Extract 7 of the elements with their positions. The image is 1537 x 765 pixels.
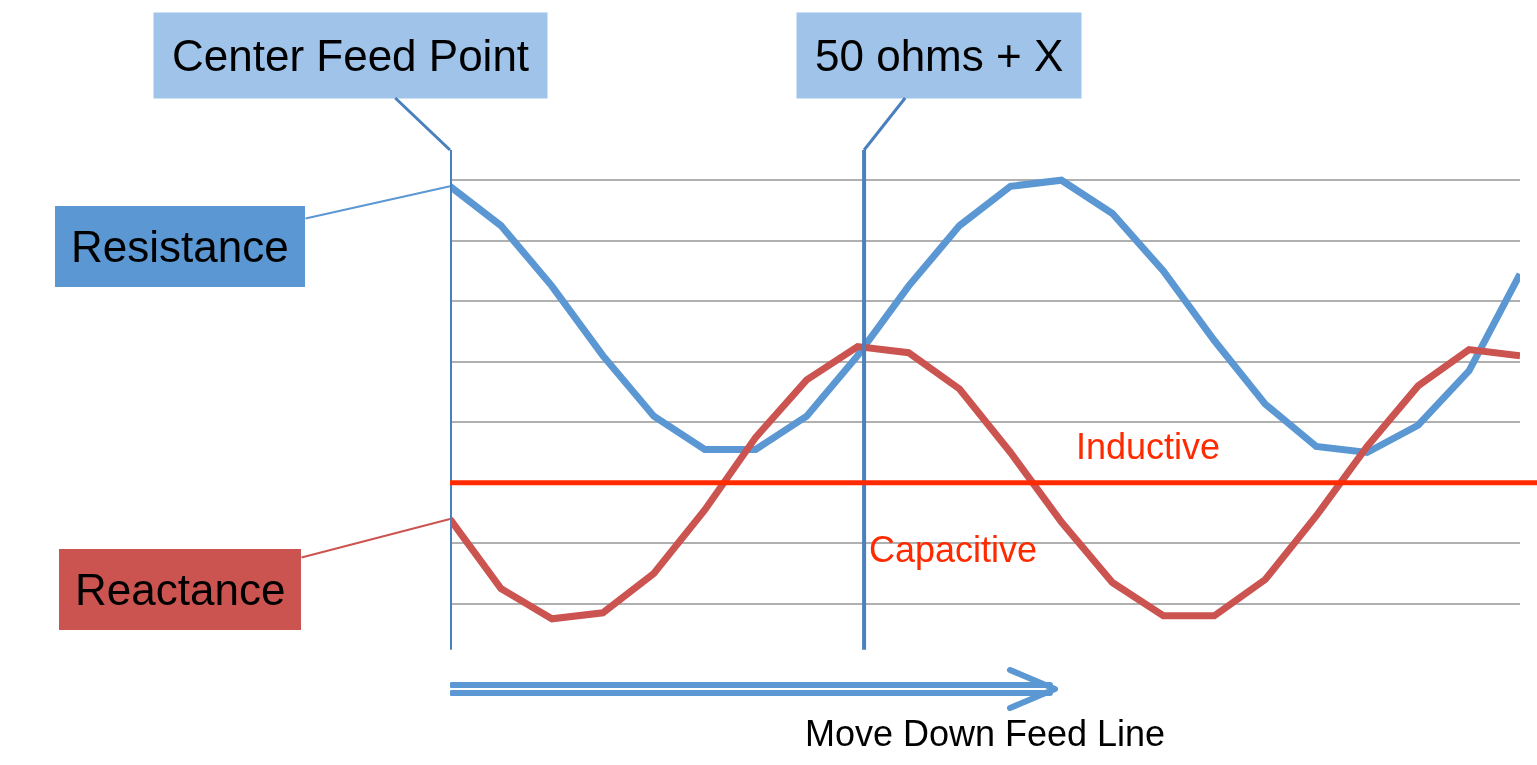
annotation: Capacitive bbox=[869, 529, 1038, 570]
text: 50 ohms + X bbox=[815, 31, 1064, 80]
annotation: Inductive bbox=[1076, 426, 1221, 467]
x-axis-title: Move Down Feed Line bbox=[804, 712, 1166, 754]
text: Center Feed Point bbox=[172, 31, 530, 80]
text: Resistance bbox=[71, 222, 289, 271]
text: Reactance bbox=[75, 565, 286, 614]
